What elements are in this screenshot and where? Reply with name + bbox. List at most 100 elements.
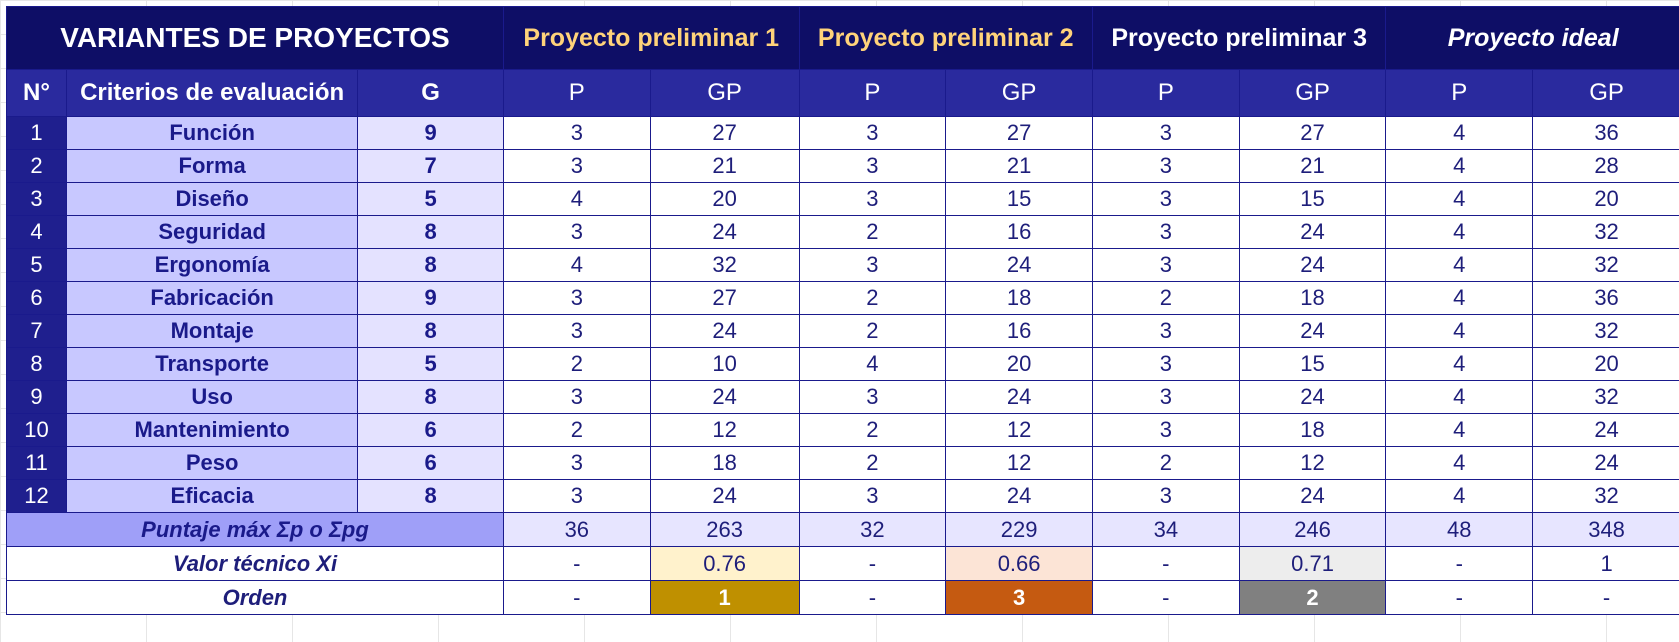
gp-cell[interactable]: 21 xyxy=(945,149,1093,183)
max-score-cell[interactable]: 263 xyxy=(649,512,800,547)
weight-cell[interactable]: 6 xyxy=(357,413,504,447)
gp-cell[interactable]: 36 xyxy=(1532,281,1679,315)
gp-cell[interactable]: 18 xyxy=(945,281,1093,315)
gp-cell[interactable]: 24 xyxy=(1532,446,1679,480)
technical-value-cell[interactable]: - xyxy=(798,546,947,581)
gp-cell[interactable]: 32 xyxy=(649,248,800,282)
row-number-cell[interactable]: 12 xyxy=(6,479,67,513)
gp-cell[interactable]: 21 xyxy=(649,149,800,183)
gp-cell[interactable]: 24 xyxy=(1238,215,1387,249)
p-cell[interactable]: 3 xyxy=(1091,347,1240,381)
criterion-cell[interactable]: Diseño xyxy=(65,182,359,216)
p-cell[interactable]: 2 xyxy=(798,314,947,348)
criterion-cell[interactable]: Seguridad xyxy=(65,215,359,249)
technical-value-cell[interactable]: 0.66 xyxy=(945,546,1093,581)
p-cell[interactable]: 2 xyxy=(1091,446,1240,480)
max-score-cell[interactable]: 246 xyxy=(1238,512,1387,547)
order-cell[interactable]: - xyxy=(1091,580,1240,615)
gp-cell[interactable]: 15 xyxy=(1238,347,1387,381)
p-cell[interactable]: 3 xyxy=(502,479,651,513)
p-cell[interactable]: 4 xyxy=(1385,347,1534,381)
p-cell[interactable]: 3 xyxy=(1091,116,1240,150)
technical-value-label[interactable]: Valor técnico Xi xyxy=(6,546,504,581)
p-cell[interactable]: 2 xyxy=(1091,281,1240,315)
gp-cell[interactable]: 27 xyxy=(1238,116,1387,150)
p-cell[interactable]: 4 xyxy=(1385,116,1534,150)
criterion-cell[interactable]: Montaje xyxy=(65,314,359,348)
technical-value-cell[interactable]: 0.76 xyxy=(649,546,800,581)
p-cell[interactable]: 3 xyxy=(502,281,651,315)
p-cell[interactable]: 3 xyxy=(1091,248,1240,282)
gp-cell[interactable]: 15 xyxy=(945,182,1093,216)
order-cell[interactable]: 2 xyxy=(1238,580,1387,615)
gp-cell[interactable]: 24 xyxy=(1238,314,1387,348)
row-number-cell[interactable]: 6 xyxy=(6,281,67,315)
max-score-cell[interactable]: 32 xyxy=(798,512,947,547)
gp-cell[interactable]: 20 xyxy=(1532,182,1679,216)
max-score-cell[interactable]: 34 xyxy=(1091,512,1240,547)
p-cell[interactable]: 3 xyxy=(1091,479,1240,513)
gp-cell[interactable]: 24 xyxy=(1532,413,1679,447)
p-cell[interactable]: 4 xyxy=(1385,446,1534,480)
weight-cell[interactable]: 7 xyxy=(357,149,504,183)
row-number-cell[interactable]: 2 xyxy=(6,149,67,183)
weight-cell[interactable]: 5 xyxy=(357,182,504,216)
technical-value-cell[interactable]: 1 xyxy=(1532,546,1679,581)
weight-cell[interactable]: 5 xyxy=(357,347,504,381)
gp-cell[interactable]: 24 xyxy=(649,479,800,513)
p-cell[interactable]: 4 xyxy=(1385,149,1534,183)
gp-cell[interactable]: 16 xyxy=(945,215,1093,249)
p-cell[interactable]: 3 xyxy=(1091,380,1240,414)
gp-cell[interactable]: 16 xyxy=(945,314,1093,348)
gp-cell[interactable]: 20 xyxy=(1532,347,1679,381)
gp-cell[interactable]: 12 xyxy=(945,413,1093,447)
row-number-cell[interactable]: 1 xyxy=(6,116,67,150)
row-number-cell[interactable]: 11 xyxy=(6,446,67,480)
gp-cell[interactable]: 24 xyxy=(649,314,800,348)
technical-value-cell[interactable]: - xyxy=(502,546,651,581)
criterion-cell[interactable]: Mantenimiento xyxy=(65,413,359,447)
p-cell[interactable]: 4 xyxy=(1385,182,1534,216)
gp-cell[interactable]: 27 xyxy=(945,116,1093,150)
gp-cell[interactable]: 24 xyxy=(1238,380,1387,414)
criterion-cell[interactable]: Fabricación xyxy=(65,281,359,315)
p-cell[interactable]: 4 xyxy=(502,248,651,282)
order-cell[interactable]: 1 xyxy=(649,580,800,615)
gp-cell[interactable]: 32 xyxy=(1532,314,1679,348)
p-cell[interactable]: 3 xyxy=(1091,215,1240,249)
weight-cell[interactable]: 8 xyxy=(357,215,504,249)
gp-cell[interactable]: 32 xyxy=(1532,215,1679,249)
p-cell[interactable]: 3 xyxy=(502,314,651,348)
order-label[interactable]: Orden xyxy=(6,580,504,615)
p-cell[interactable]: 3 xyxy=(502,116,651,150)
gp-cell[interactable]: 24 xyxy=(945,248,1093,282)
p-cell[interactable]: 3 xyxy=(502,149,651,183)
p-cell[interactable]: 4 xyxy=(1385,479,1534,513)
gp-cell[interactable]: 21 xyxy=(1238,149,1387,183)
max-score-cell[interactable]: 48 xyxy=(1385,512,1534,547)
p-cell[interactable]: 3 xyxy=(1091,182,1240,216)
gp-cell[interactable]: 12 xyxy=(649,413,800,447)
max-score-cell[interactable]: 36 xyxy=(502,512,651,547)
p-cell[interactable]: 3 xyxy=(1091,413,1240,447)
p-cell[interactable]: 2 xyxy=(502,347,651,381)
max-score-label[interactable]: Puntaje máx Σp o Σpg xyxy=(6,512,504,547)
gp-cell[interactable]: 24 xyxy=(945,479,1093,513)
p-cell[interactable]: 4 xyxy=(1385,281,1534,315)
criterion-cell[interactable]: Peso xyxy=(65,446,359,480)
weight-cell[interactable]: 9 xyxy=(357,116,504,150)
gp-cell[interactable]: 15 xyxy=(1238,182,1387,216)
p-cell[interactable]: 4 xyxy=(1385,380,1534,414)
weight-cell[interactable]: 8 xyxy=(357,314,504,348)
p-cell[interactable]: 2 xyxy=(798,281,947,315)
row-number-cell[interactable]: 7 xyxy=(6,314,67,348)
order-cell[interactable]: - xyxy=(1385,580,1534,615)
p-cell[interactable]: 3 xyxy=(798,182,947,216)
row-number-cell[interactable]: 4 xyxy=(6,215,67,249)
p-cell[interactable]: 2 xyxy=(502,413,651,447)
gp-cell[interactable]: 32 xyxy=(1532,380,1679,414)
gp-cell[interactable]: 27 xyxy=(649,116,800,150)
criterion-cell[interactable]: Uso xyxy=(65,380,359,414)
criterion-cell[interactable]: Eficacia xyxy=(65,479,359,513)
row-number-cell[interactable]: 3 xyxy=(6,182,67,216)
